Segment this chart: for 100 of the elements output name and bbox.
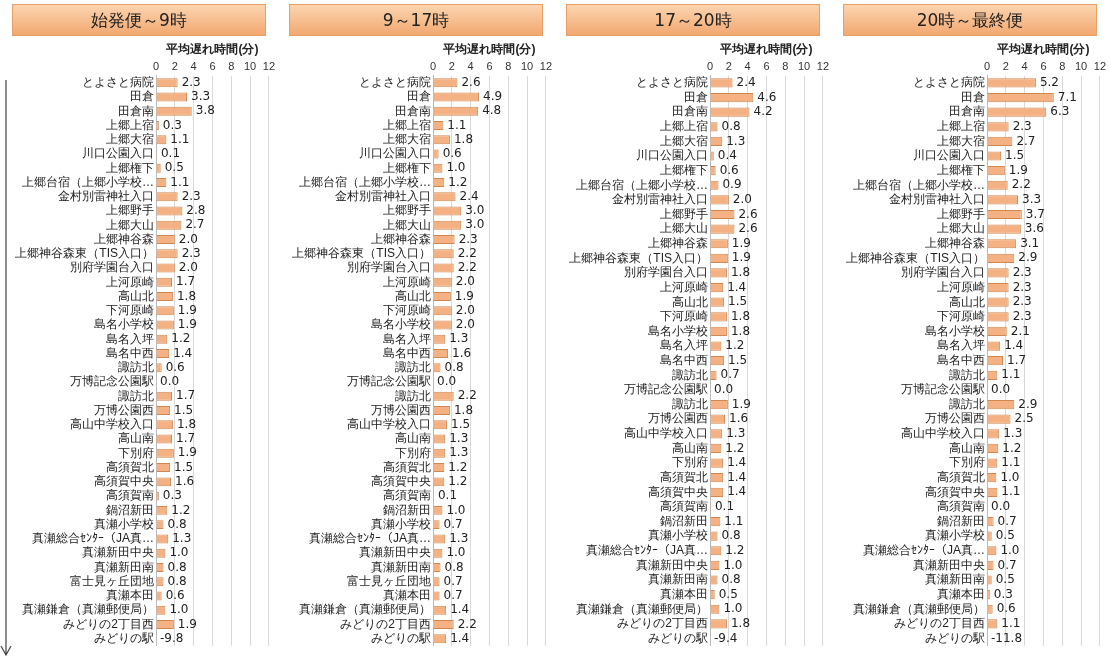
y-tick-label: みどりの駅 <box>371 630 431 645</box>
y-tick-label: 高山中学校入口 <box>347 417 431 432</box>
x-tick-label: 12 <box>816 60 830 73</box>
y-tick-label: 上郷権下 <box>660 162 708 177</box>
data-label: 1.2 <box>171 502 191 517</box>
y-tick-label: 上河原崎 <box>660 279 708 294</box>
data-label: 2.6 <box>738 206 758 221</box>
data-label: 0.0 <box>160 374 180 389</box>
data-label: 0.3 <box>162 117 182 132</box>
data-label: 1.9 <box>731 250 751 265</box>
data-label: 2.3 <box>1012 294 1032 309</box>
data-label: 0.8 <box>167 559 187 574</box>
x-tick-label: 4 <box>190 60 197 73</box>
x-tick-label: 2 <box>171 60 178 73</box>
y-tick-label: 上郷神谷森東（TIS入口） <box>846 250 985 265</box>
y-tick-label: 高須賀北 <box>937 469 985 484</box>
data-label: 1.9 <box>731 396 751 411</box>
y-tick-label: 諏訪北 <box>118 388 154 403</box>
data-label: 2.2 <box>457 388 477 403</box>
data-label: 1.3 <box>449 531 469 546</box>
y-tick-label: 田倉南 <box>395 103 431 118</box>
data-label: 1.8 <box>730 615 751 630</box>
x-axis-title: 平均遅れ時間(分) <box>719 41 813 56</box>
y-tick-label: 下河原崎 <box>937 309 985 324</box>
y-tick-label: 上郷神谷森 <box>925 236 985 251</box>
data-label: 1.9 <box>177 445 197 460</box>
y-tick-label: 下河原崎 <box>106 303 154 318</box>
data-label: 1.4 <box>727 469 747 484</box>
x-tick-label: 12 <box>1093 60 1107 73</box>
data-label: 0.8 <box>167 573 187 588</box>
y-tick-label: 下別府 <box>118 445 154 460</box>
data-label: 1.1 <box>1001 367 1021 382</box>
data-label: 1.4 <box>727 279 747 294</box>
y-tick-label: 島名中西 <box>383 345 431 360</box>
data-label: 0.5 <box>995 572 1015 587</box>
data-label: 1.2 <box>171 331 191 346</box>
y-tick-label: 上河原崎 <box>106 274 154 289</box>
data-label: 1.2 <box>448 459 468 474</box>
data-label: 2.0 <box>732 192 752 206</box>
data-label: 0.6 <box>165 359 185 374</box>
y-tick-label: 万博記念公園駅 <box>70 374 154 389</box>
y-tick-label: 田倉南 <box>118 103 154 118</box>
x-tick-label: 4 <box>744 60 751 73</box>
x-tick-label: 0 <box>983 60 991 73</box>
data-label: 0.0 <box>714 382 734 397</box>
y-tick-label: 上郷権下 <box>106 160 154 175</box>
data-label: 2.7 <box>1016 133 1036 148</box>
y-tick-label: みどりの2丁目西 <box>617 616 708 631</box>
data-label: 1.9 <box>177 317 197 332</box>
data-label: 0.0 <box>437 374 457 389</box>
data-label: 1.2 <box>448 174 468 189</box>
y-tick-label: 真瀬小学校 <box>648 528 708 543</box>
data-label: 1.0 <box>446 502 466 517</box>
y-tick-label: 上郷神谷森東（TIS入口） <box>15 246 154 261</box>
y-tick-label: 高山北 <box>949 294 985 309</box>
y-tick-label: とよさと病院 <box>636 75 708 90</box>
y-tick-label: みどりの駅 <box>94 630 154 645</box>
y-tick-label: 諏訪北 <box>395 388 431 403</box>
data-label: 1.7 <box>1006 352 1027 367</box>
y-tick-label: 万博記念公園駅 <box>624 382 708 397</box>
data-label: 1.6 <box>175 473 195 488</box>
x-tick-label: 0 <box>152 60 160 73</box>
data-label: 0.8 <box>444 559 464 574</box>
y-tick-label: 高須賀南 <box>106 488 154 503</box>
y-tick-label: 下河原崎 <box>383 303 431 318</box>
y-tick-label: 川口公園入口 <box>636 148 708 163</box>
data-label: 2.5 <box>1014 411 1034 426</box>
y-tick-label: 上郷大宿 <box>937 133 985 148</box>
y-tick-label: 上郷上宿 <box>660 119 708 134</box>
data-label: 1.3 <box>1003 425 1023 440</box>
y-tick-label: 上河原崎 <box>937 279 985 294</box>
y-tick-label: 上郷台宿（上郷小学校… <box>22 174 154 189</box>
y-tick-label: 上郷野手 <box>660 206 708 221</box>
y-tick-label: 金村別雷神社入口 <box>889 192 985 207</box>
y-tick-label: 真瀬総合ｾﾝﾀｰ（JA真… <box>585 543 708 558</box>
x-tick-label: 10 <box>243 60 257 73</box>
y-tick-label: 金村別雷神社入口 <box>335 189 431 204</box>
data-label: 0.8 <box>444 359 464 374</box>
data-label: 1.9 <box>731 235 751 250</box>
x-tick-label: 6 <box>763 60 770 73</box>
data-label: 0.4 <box>717 148 737 163</box>
data-label: 0.6 <box>442 146 462 161</box>
data-label: 0.6 <box>719 162 739 177</box>
data-label: 0.8 <box>721 118 741 133</box>
y-tick-label: 高山中学校入口 <box>624 426 708 441</box>
y-tick-label: 島名小学校 <box>648 323 708 338</box>
y-tick-label: 川口公園入口 <box>359 146 431 161</box>
data-label: 0.7 <box>997 513 1017 528</box>
data-label: 1.1 <box>447 117 467 132</box>
y-tick-label: 真瀬新田南 <box>371 559 431 574</box>
data-label: 2.4 <box>459 188 479 203</box>
data-label: 1.3 <box>449 431 469 446</box>
data-label: 1.7 <box>175 388 196 403</box>
data-label: 5.2 <box>1039 75 1060 90</box>
data-label: 3.0 <box>465 203 485 218</box>
x-tick-label: 8 <box>228 60 235 73</box>
data-label: 4.6 <box>757 89 777 104</box>
y-tick-label: 上郷大宿 <box>660 133 708 148</box>
y-tick-label: 下別府 <box>672 455 708 470</box>
y-tick-label: 高須賀北 <box>383 459 431 474</box>
